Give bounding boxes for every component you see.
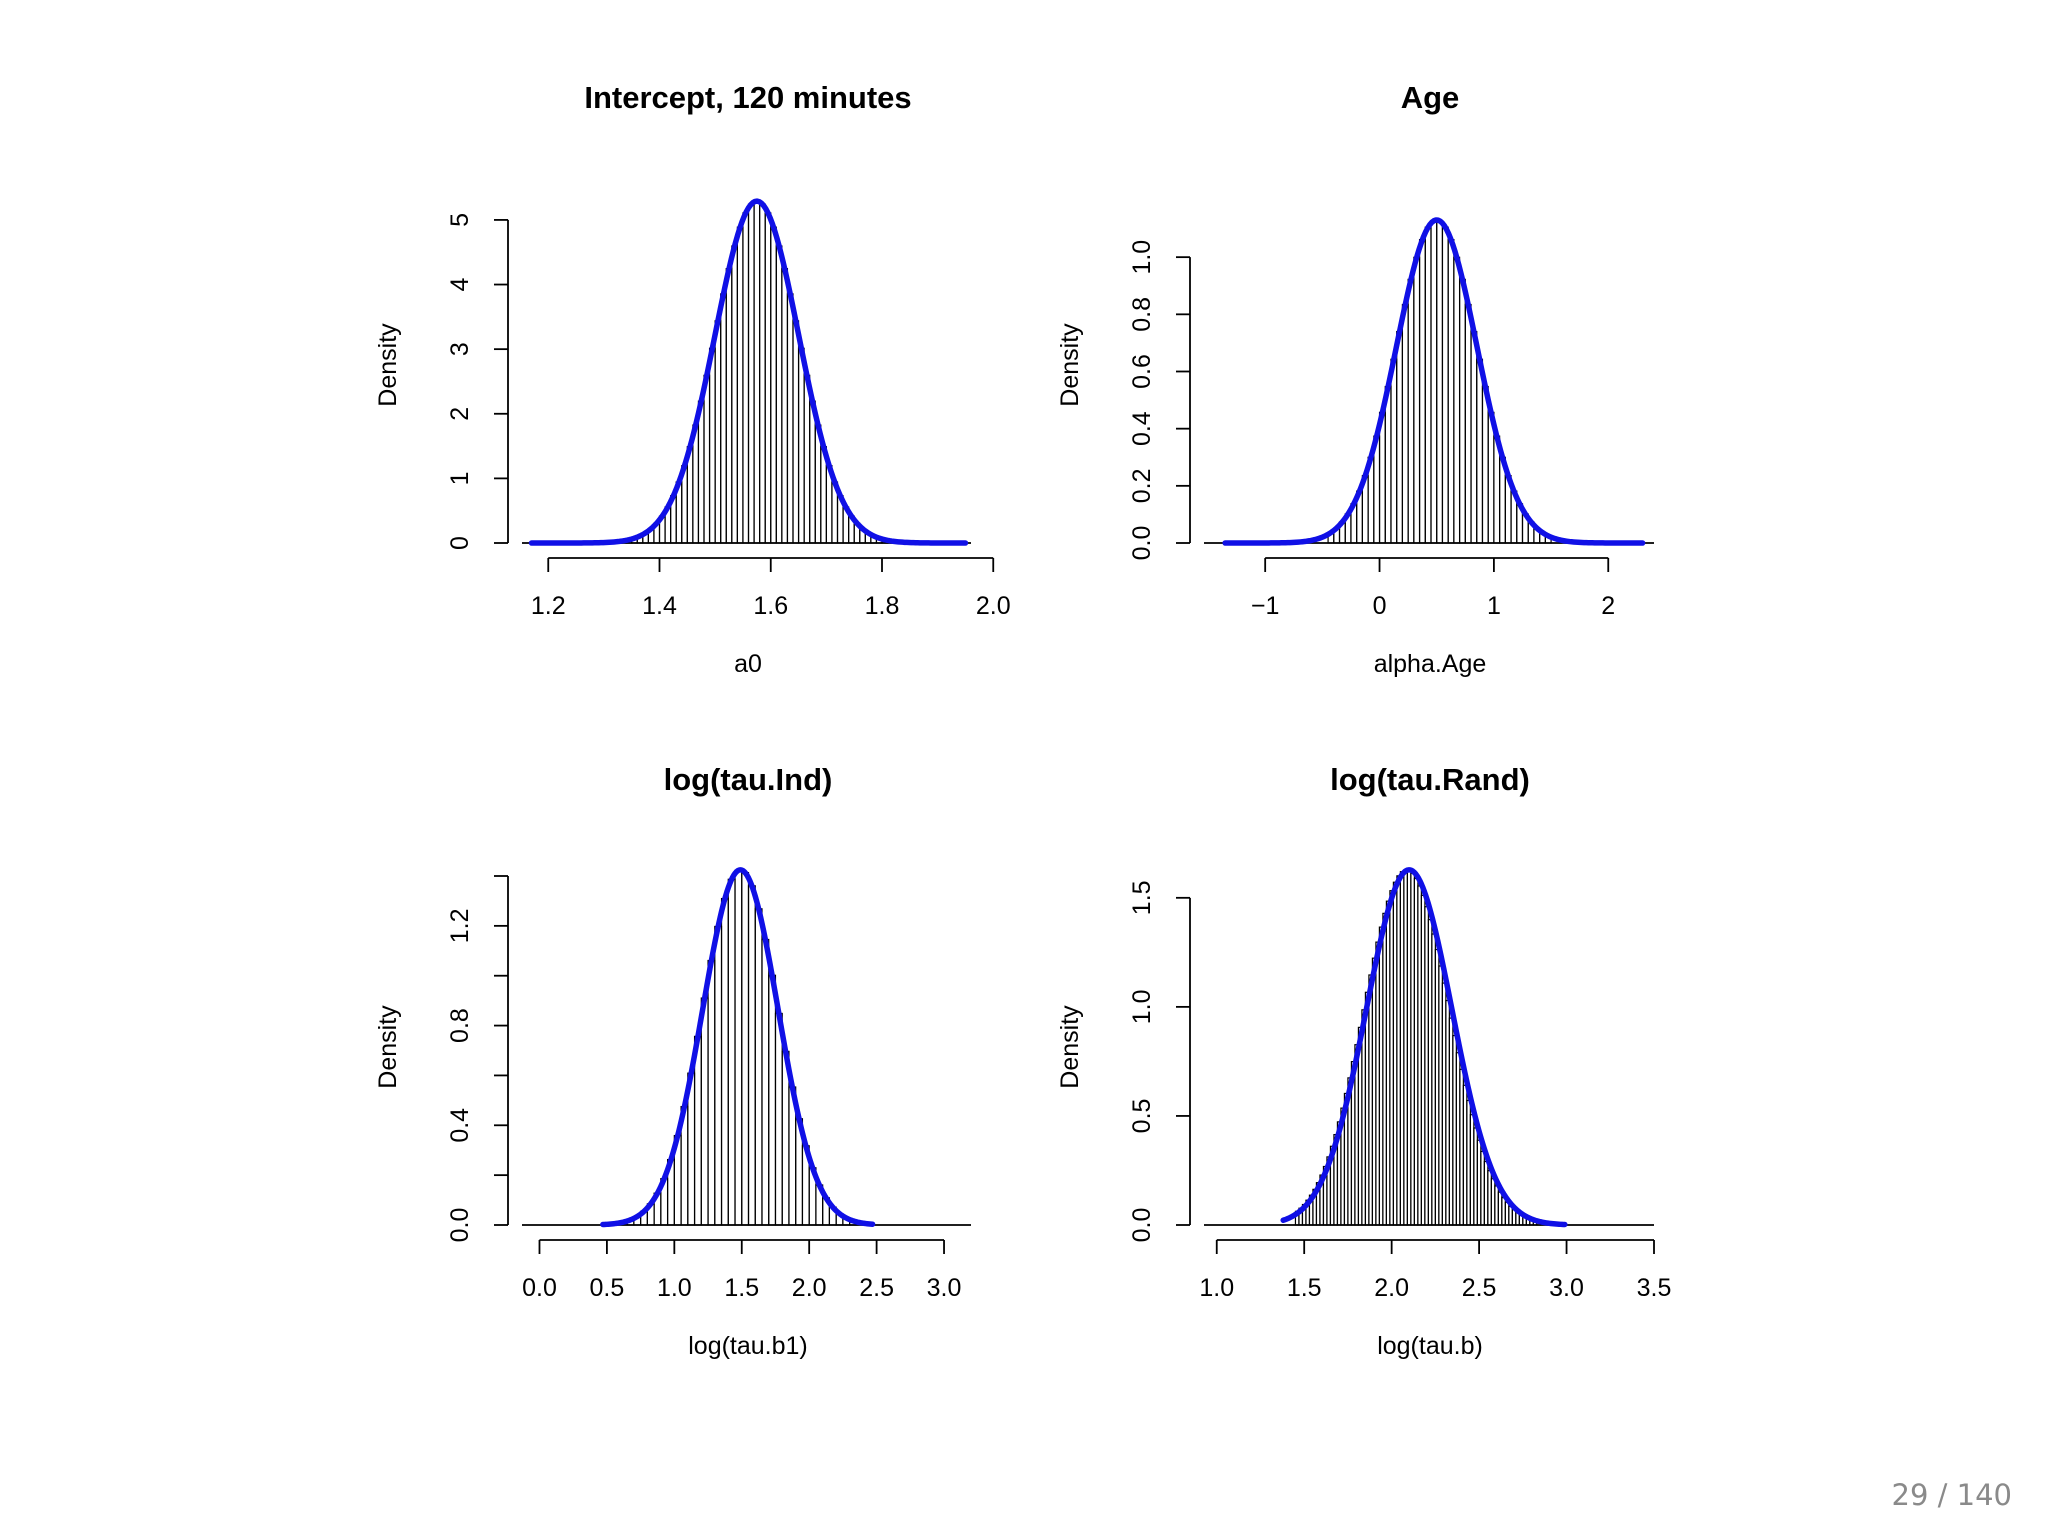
y-axis: 0 1 2 3 4 5: [446, 213, 509, 550]
x-tick-label: 1.0: [657, 1274, 692, 1302]
x-tick-label: 0.0: [522, 1274, 557, 1302]
x-tick-label: 2: [1601, 592, 1615, 620]
density-curve: [1280, 867, 1568, 1228]
chart-panel-4: log(tau.Rand) log(tau.b) Density 1.0 1.5 2.0 2…: [1056, 762, 1671, 1360]
x-tick-label: 2.0: [1374, 1274, 1409, 1302]
density-curve: [600, 867, 876, 1228]
y-tick-label: 0.0: [1128, 1208, 1156, 1243]
x-axis: −1 0 1 2: [1251, 557, 1615, 620]
y-tick-label: 4: [446, 277, 474, 291]
y-tick-label: 5: [446, 213, 474, 227]
x-tick-label: 1: [1487, 592, 1501, 620]
y-tick-label: 0.0: [446, 1208, 474, 1243]
y-tick-label: 1.5: [1128, 880, 1156, 915]
y-axis: 0.0 0.4 0.8 1.2: [446, 875, 509, 1243]
density-curve: [528, 198, 969, 546]
x-tick-label: 3.0: [927, 1274, 962, 1302]
y-tick-label: 1.0: [1128, 989, 1156, 1024]
y-tick-label: 0.4: [446, 1108, 474, 1143]
x-tick-label: 1.2: [531, 592, 566, 620]
y-tick-label: 0: [446, 536, 474, 550]
x-axis: 1.2 1.4 1.6 1.8 2.0: [531, 557, 1011, 620]
density-curve: [1222, 217, 1646, 546]
chart-panel-3: log(tau.Ind) log(tau.b1) Density 0.0 0.5 1.0 1…: [374, 762, 971, 1360]
x-tick-label: 1.6: [753, 592, 788, 620]
x-tick-label: 3.5: [1637, 1274, 1672, 1302]
y-axis: 0.0 0.5 1.0 1.5: [1128, 880, 1191, 1243]
y-tick-label: 0.4: [1128, 411, 1156, 446]
x-tick-label: 2.5: [1462, 1274, 1497, 1302]
y-axis: 0.0 0.2 0.4 0.6 0.8 1.0: [1128, 240, 1191, 561]
x-tick-label: 2.0: [792, 1274, 827, 1302]
y-tick-label: 0.0: [1128, 526, 1156, 561]
y-axis-label: Density: [1056, 1005, 1084, 1089]
chart-title: Age: [1401, 80, 1460, 115]
chart-panel-1: Intercept, 120 minutes a0 Density 1.2 1.4 1.6…: [374, 80, 1011, 678]
y-tick-label: 1.0: [1128, 240, 1156, 275]
y-tick-label: 3: [446, 342, 474, 356]
y-tick-label: 0.8: [446, 1008, 474, 1043]
chart-title: log(tau.Ind): [664, 762, 833, 797]
x-tick-label: 1.5: [1287, 1274, 1322, 1302]
x-tick-label: 1.8: [865, 592, 900, 620]
y-axis-label: Density: [374, 323, 402, 407]
x-tick-label: 1.0: [1199, 1274, 1234, 1302]
chart-title: log(tau.Rand): [1330, 762, 1530, 797]
y-tick-label: 0.6: [1128, 354, 1156, 389]
panels-group: Intercept, 120 minutes a0 Density 1.2 1.4 1.6…: [374, 80, 1671, 1360]
x-axis-label: log(tau.b1): [688, 1332, 808, 1360]
x-axis-label: log(tau.b): [1377, 1332, 1483, 1360]
y-tick-label: 0.2: [1128, 468, 1156, 503]
x-tick-label: 0: [1373, 592, 1387, 620]
x-tick-label: −1: [1251, 592, 1280, 620]
x-tick-label: 3.0: [1549, 1274, 1584, 1302]
x-axis: 0.0 0.5 1.0 1.5 2.0 2.5 3.0: [522, 1239, 962, 1302]
x-axis: 1.0 1.5 2.0 2.5 3.0 3.5: [1199, 1239, 1672, 1302]
y-tick-label: 2: [446, 407, 474, 421]
x-tick-label: 1.5: [724, 1274, 759, 1302]
y-tick-label: 0.8: [1128, 297, 1156, 332]
page-number: 29 / 140: [1891, 1478, 2012, 1512]
x-axis-label: alpha.Age: [1374, 650, 1487, 678]
x-tick-label: 0.5: [590, 1274, 625, 1302]
x-tick-label: 1.4: [642, 592, 677, 620]
y-axis-label: Density: [374, 1005, 402, 1089]
y-tick-label: 1: [446, 471, 474, 485]
y-axis-label: Density: [1056, 323, 1084, 407]
y-tick-label: 0.5: [1128, 1099, 1156, 1134]
chart-title: Intercept, 120 minutes: [584, 80, 911, 115]
x-tick-label: 2.5: [859, 1274, 894, 1302]
chart-panel-2: Age alpha.Age Density −1 0 1 2 0.0 0.2 0.4 0.6 0.8 1…: [1056, 80, 1654, 678]
x-axis-label: a0: [734, 650, 762, 678]
x-tick-label: 2.0: [976, 592, 1011, 620]
y-tick-label: 1.2: [446, 908, 474, 943]
